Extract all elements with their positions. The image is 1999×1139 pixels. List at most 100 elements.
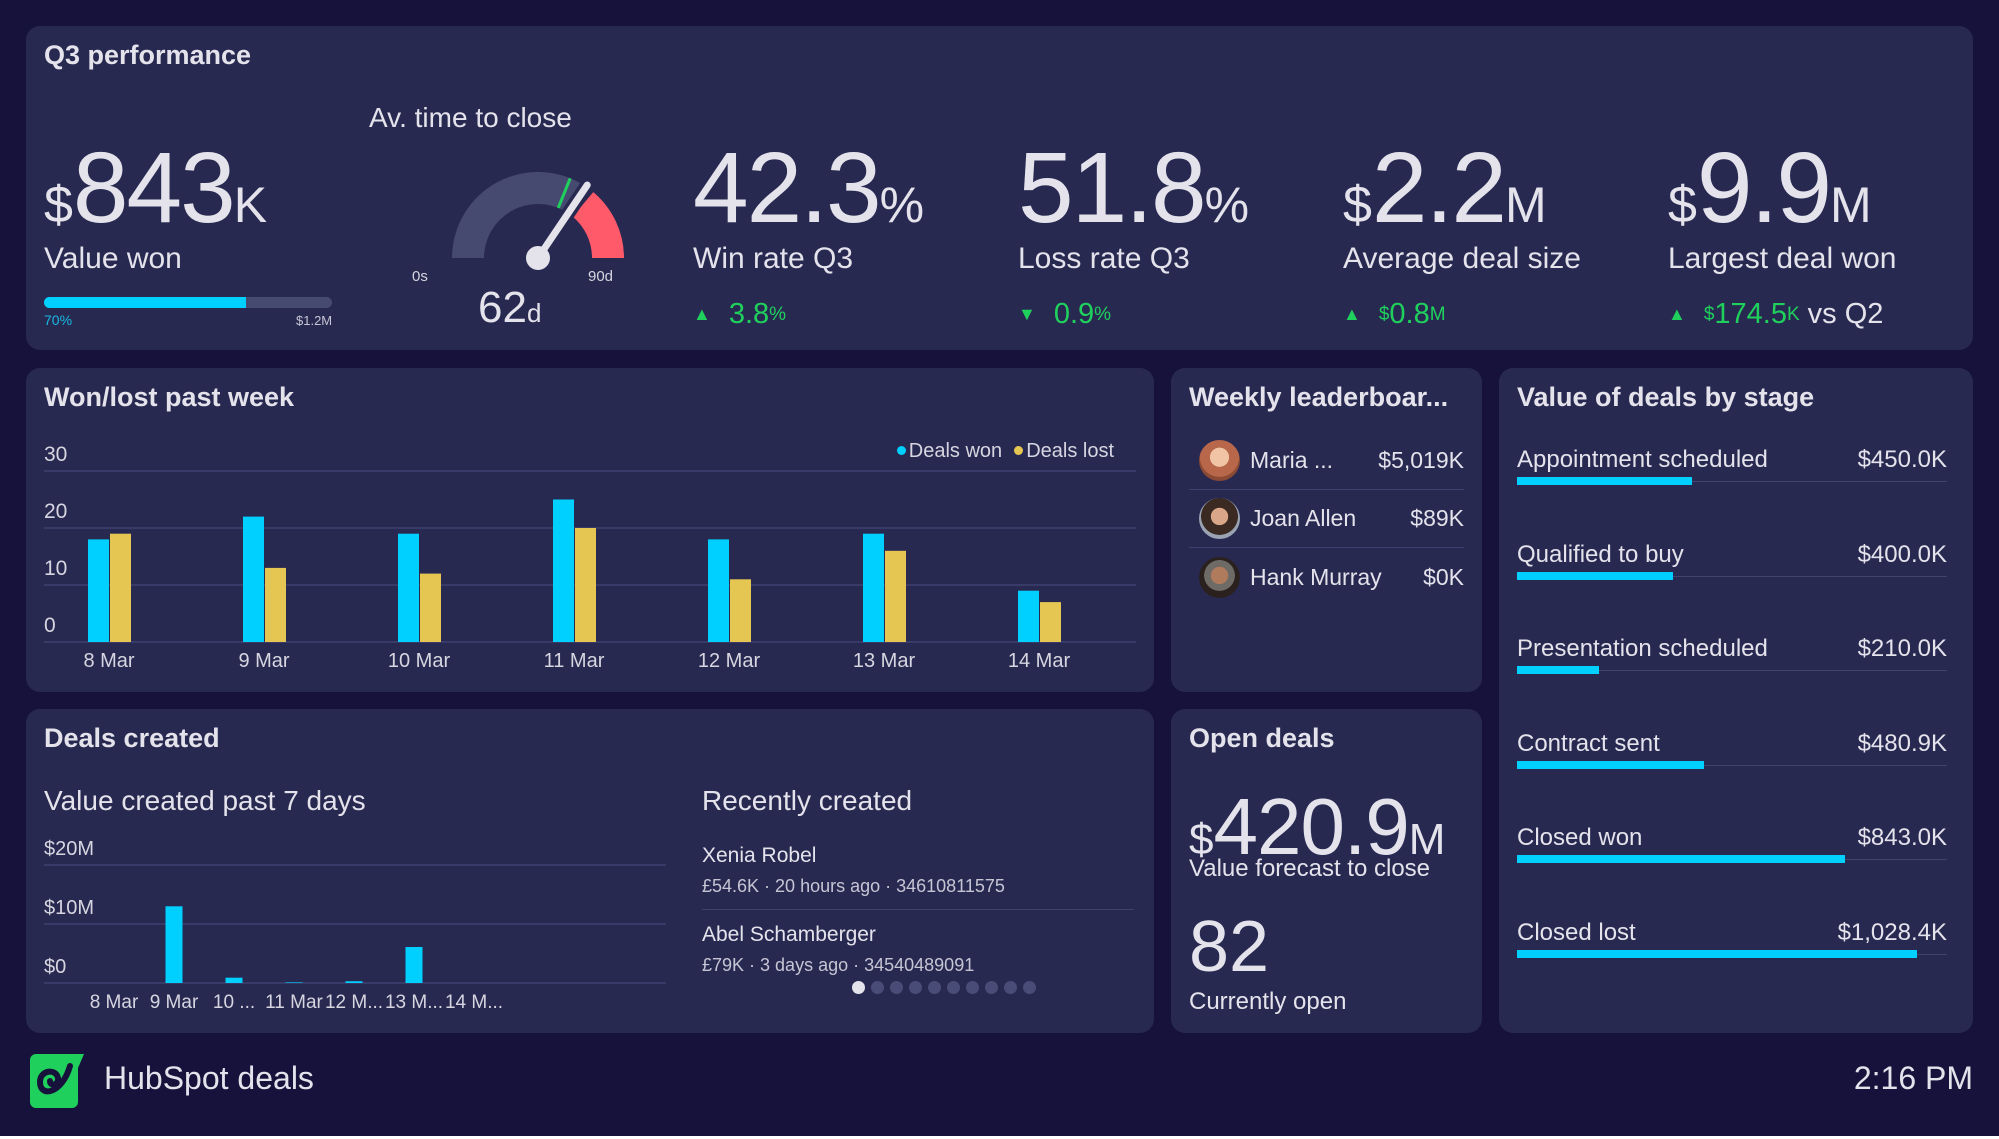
kpi-unit: % bbox=[879, 177, 925, 233]
delta-unit: M bbox=[1429, 303, 1446, 325]
pagination-dot[interactable] bbox=[928, 981, 941, 994]
gauge-unit: d bbox=[526, 298, 542, 328]
kpi-value: 51.8% bbox=[1018, 138, 1249, 238]
leaderboard-row[interactable]: Joan Allen $89K bbox=[1189, 490, 1464, 548]
avatar-maria bbox=[1199, 440, 1240, 481]
panel-title: Value of deals by stage bbox=[1517, 382, 1815, 412]
kpi-value: $2.2M bbox=[1343, 138, 1547, 238]
panel-title: Won/lost past week bbox=[44, 382, 295, 412]
pagination-dot[interactable] bbox=[1004, 981, 1017, 994]
bar-won[interactable] bbox=[1018, 590, 1039, 642]
x-tick-label: 13 M... bbox=[385, 992, 443, 1013]
recent-deal-item[interactable]: Xenia Robel £54.6K · 20 hours ago · 3461… bbox=[702, 844, 1134, 910]
delta-unit: % bbox=[769, 303, 787, 325]
pagination-dot[interactable] bbox=[890, 981, 903, 994]
bar-value-created[interactable] bbox=[225, 977, 243, 983]
bar-value-created[interactable] bbox=[285, 982, 303, 983]
x-tick-label: 14 M... bbox=[445, 992, 503, 1013]
bar-value-created[interactable] bbox=[345, 981, 363, 983]
legend-label: Deals won bbox=[908, 440, 1003, 462]
panel-title: Deals created bbox=[44, 723, 220, 753]
leaderboard-name: Hank Murray bbox=[1250, 563, 1382, 590]
y-tick-label: 10 bbox=[44, 557, 67, 580]
delta-unit: K bbox=[1786, 303, 1800, 325]
bar-won[interactable] bbox=[553, 499, 574, 643]
stage-value: $400.0K bbox=[1857, 540, 1947, 568]
bar-won[interactable] bbox=[88, 539, 109, 642]
x-tick-label: 13 Mar bbox=[853, 650, 916, 672]
gauge-min-label: 0s bbox=[412, 268, 428, 285]
legend-item-won: Deals won bbox=[896, 440, 1003, 463]
y-tick-label: $10M bbox=[44, 897, 94, 919]
gauge-red-zone bbox=[572, 192, 624, 258]
stage-value: $450.0K bbox=[1857, 446, 1947, 473]
pagination-dot[interactable] bbox=[966, 981, 979, 994]
leaderboard-row[interactable]: Hank Murray $0K bbox=[1189, 548, 1464, 606]
bar-lost[interactable] bbox=[575, 528, 596, 642]
bar-value-created[interactable] bbox=[405, 947, 423, 983]
deal-name: Abel Schamberger bbox=[702, 923, 876, 946]
open-deals-panel: Open deals $420.9M Value forecast to clo… bbox=[1171, 709, 1482, 1033]
stage-value: $1,028.4K bbox=[1837, 918, 1947, 946]
open-count: 82 bbox=[1189, 907, 1270, 987]
delta-value: 3.8 bbox=[728, 298, 770, 330]
bar-won[interactable] bbox=[398, 533, 419, 642]
kpi-unit: K bbox=[233, 177, 268, 233]
forecast-label: Value forecast to close bbox=[1189, 855, 1431, 882]
kpi-number: 9.9 bbox=[1696, 132, 1832, 244]
x-tick-label: 11 Mar bbox=[265, 992, 323, 1013]
x-tick-label: 10 Mar bbox=[388, 650, 451, 672]
x-tick-label: 12 M... bbox=[325, 992, 383, 1013]
stage-label: Appointment scheduled bbox=[1517, 446, 1768, 473]
bar-won[interactable] bbox=[708, 539, 729, 642]
chart-legend: Deals won Deals lost bbox=[896, 440, 1114, 463]
kpi-unit: % bbox=[1204, 177, 1250, 233]
delta-unit: % bbox=[1094, 303, 1112, 325]
pagination-dot[interactable] bbox=[909, 981, 922, 994]
recent-deal-item[interactable]: Abel Schamberger £79K · 3 days ago · 345… bbox=[702, 923, 1134, 976]
deal-name: Xenia Robel bbox=[702, 844, 817, 867]
pagination-dot[interactable] bbox=[1023, 981, 1036, 994]
avatar-joan bbox=[1199, 498, 1240, 539]
recently-created-title: Recently created bbox=[702, 785, 913, 816]
bar-value-created[interactable] bbox=[165, 906, 183, 983]
bar-lost[interactable] bbox=[730, 579, 751, 642]
open-count-label: Currently open bbox=[1189, 988, 1347, 1015]
bar-lost[interactable] bbox=[110, 533, 131, 642]
leaderboard-row[interactable]: Maria ... $5,019K bbox=[1189, 432, 1464, 490]
pagination-dot[interactable] bbox=[852, 981, 865, 994]
deals-created-panel: Deals created Value created past 7 days … bbox=[26, 709, 1154, 1033]
pagination-dot[interactable] bbox=[985, 981, 998, 994]
bar-lost[interactable] bbox=[1040, 602, 1061, 642]
pagination-dot[interactable] bbox=[871, 981, 884, 994]
arrow-up-icon: ▲ bbox=[1668, 304, 1686, 324]
q3-performance-panel: Q3 performance $843K Value won 70% $1.2M… bbox=[26, 26, 1973, 350]
bar-lost[interactable] bbox=[265, 567, 286, 642]
stage-bar-track bbox=[1517, 575, 1947, 577]
gauge-needle bbox=[534, 181, 591, 262]
delta-value: 174.5 bbox=[1714, 298, 1787, 330]
x-tick-label: 12 Mar bbox=[698, 650, 761, 672]
stage-bar-fill bbox=[1517, 571, 1673, 580]
arrow-up-icon: ▲ bbox=[1343, 304, 1361, 324]
bar-won[interactable] bbox=[243, 516, 264, 642]
delta-value: 0.9 bbox=[1053, 298, 1095, 330]
avatar-hank bbox=[1199, 556, 1240, 598]
bar-lost[interactable] bbox=[885, 550, 906, 642]
stage-label: Closed lost bbox=[1517, 918, 1636, 946]
bar-won[interactable] bbox=[863, 533, 884, 642]
delta-comparison: vs Q2 bbox=[1807, 298, 1884, 330]
x-tick-label: 14 Mar bbox=[1008, 650, 1071, 672]
progress-target: $1.2M bbox=[296, 313, 333, 328]
gauge-hub bbox=[526, 246, 550, 270]
bar-lost[interactable] bbox=[420, 573, 441, 642]
legend-item-lost: Deals lost bbox=[1014, 440, 1114, 463]
kpi-label: Win rate Q3 bbox=[693, 242, 854, 275]
won-lost-bar-chart: 0 10 20 30 8 Mar 9 Mar 10 Mar 11 Mar 12 Mar 13 Ma… bbox=[44, 443, 1136, 672]
stage-label: Qualified to buy bbox=[1517, 540, 1684, 568]
pagination-dot[interactable] bbox=[947, 981, 960, 994]
arrow-down-icon: ▼ bbox=[1018, 304, 1036, 324]
kpi-label: Average deal size bbox=[1343, 242, 1581, 275]
